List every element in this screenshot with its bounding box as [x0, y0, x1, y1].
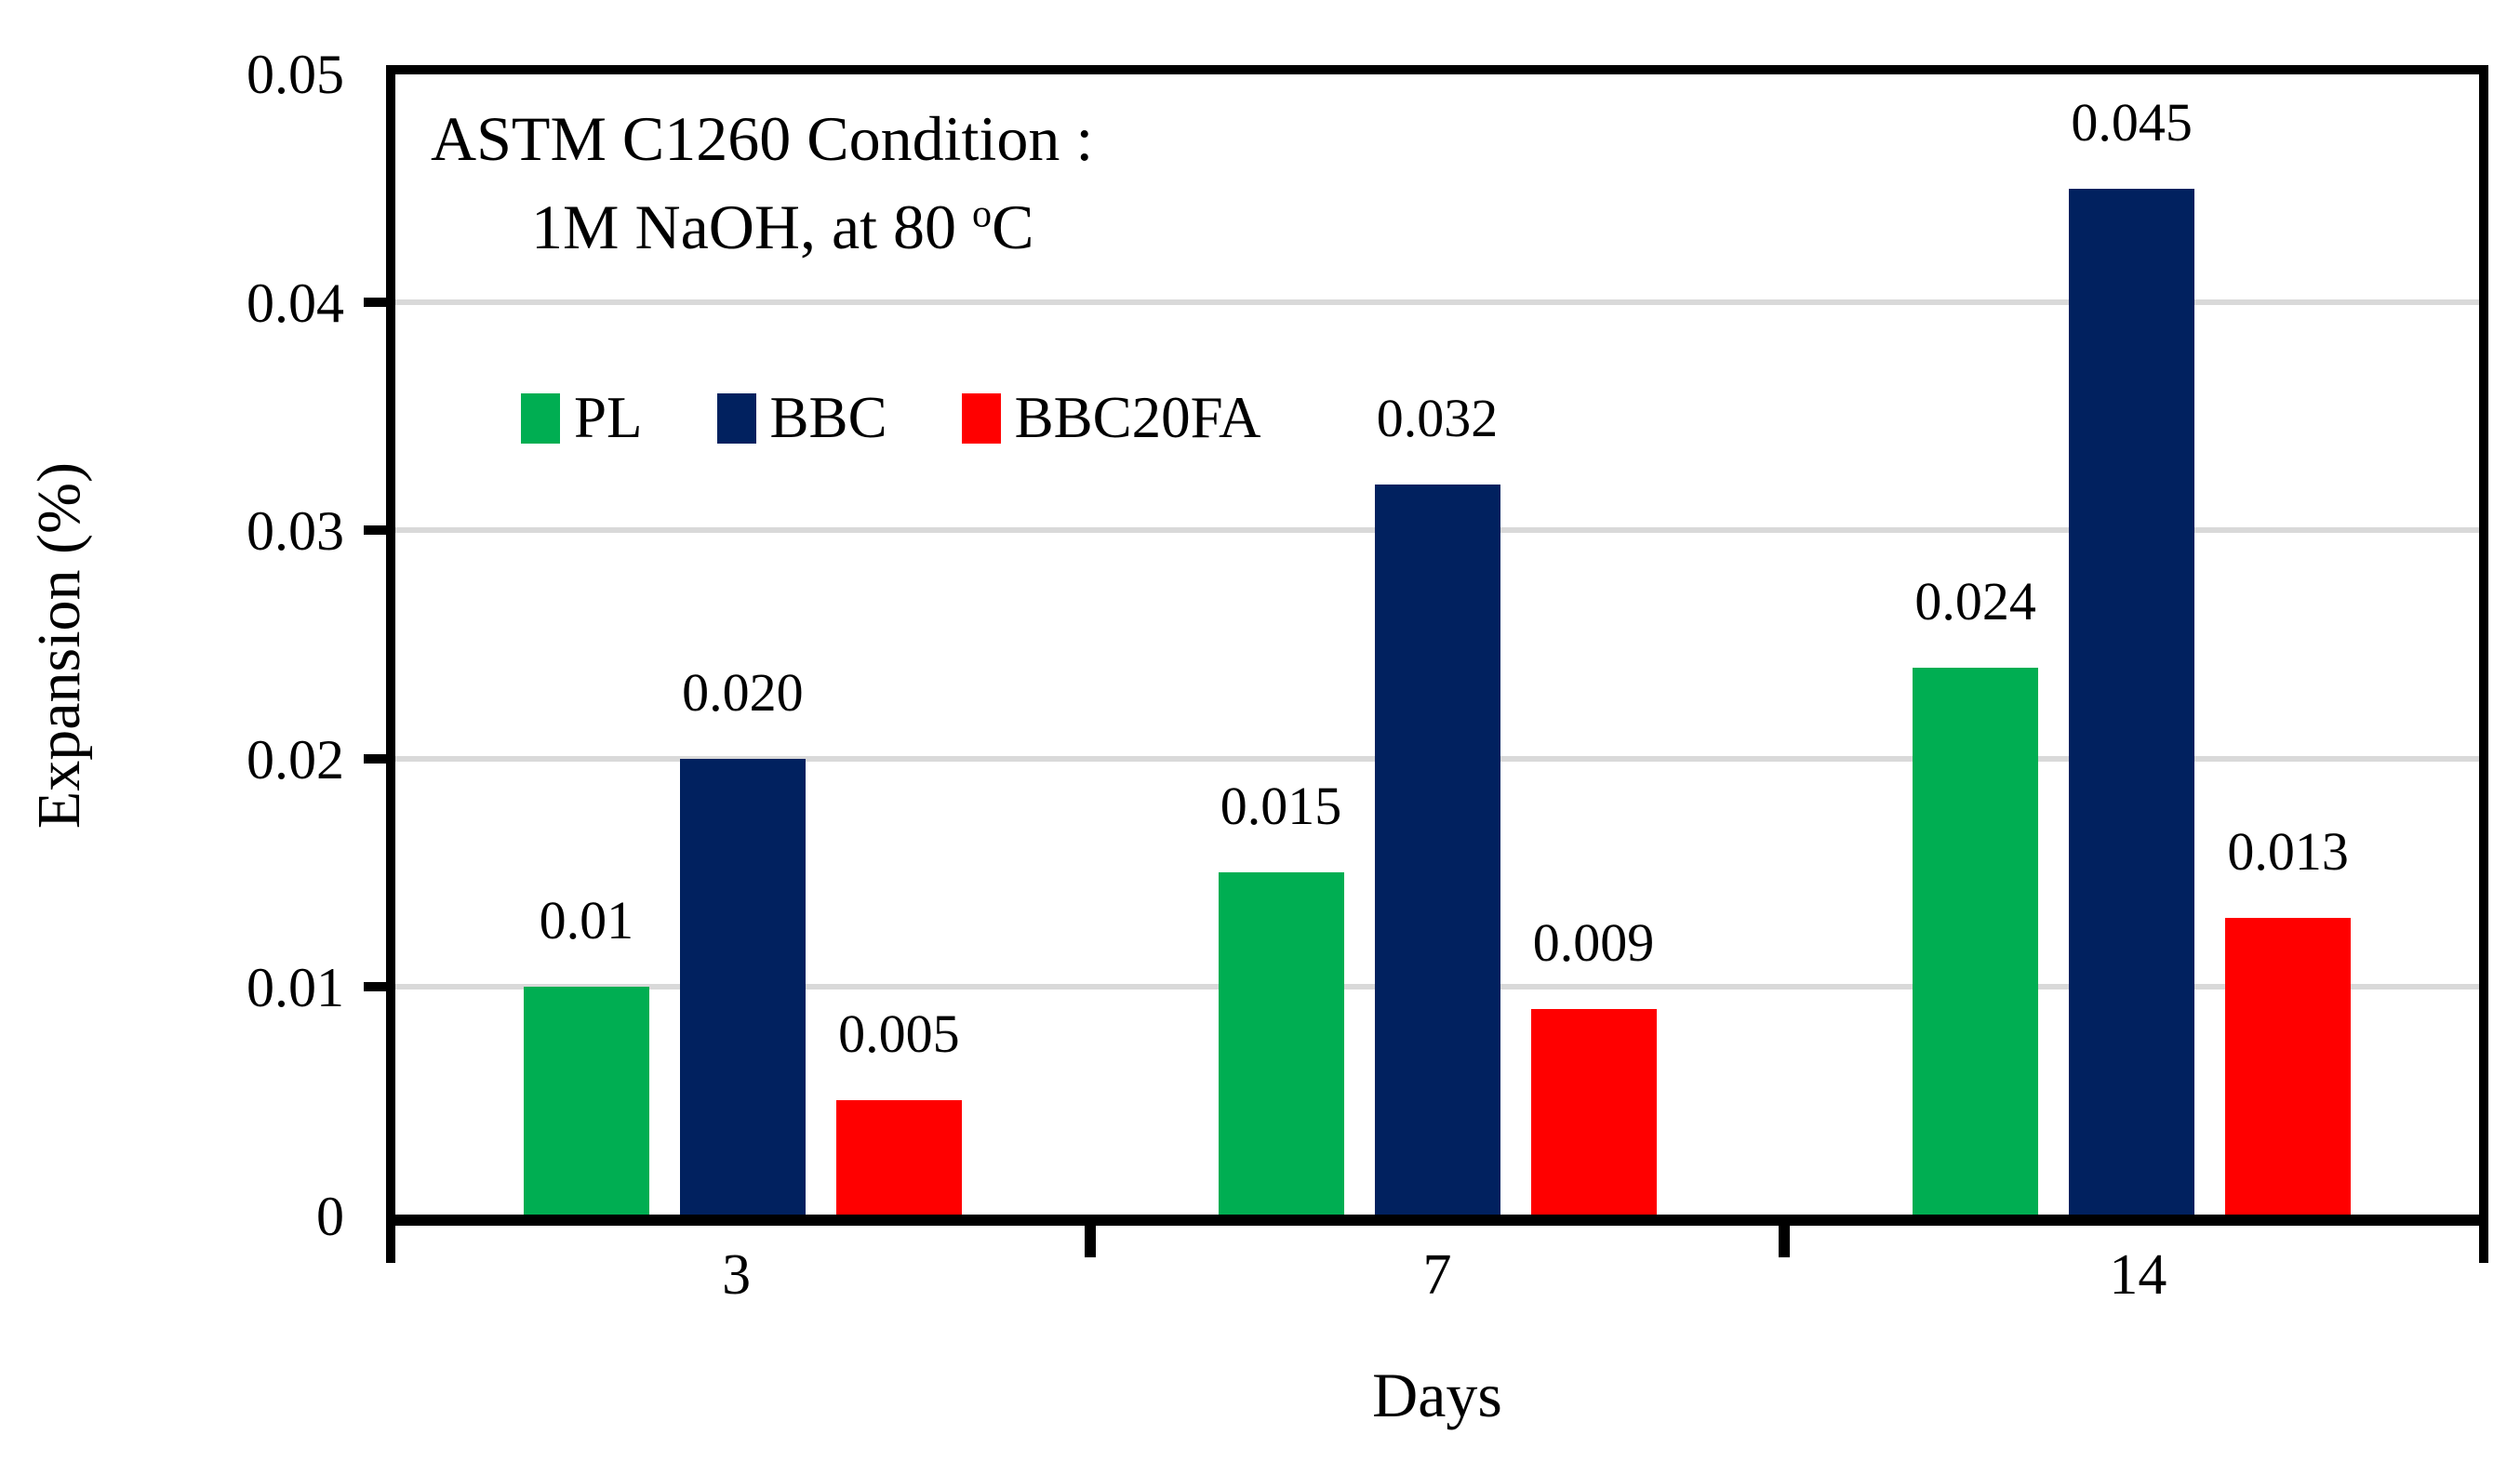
data-label-bbc20fa-day-14: 0.013: [2227, 821, 2349, 883]
data-label-bbc-day-7: 0.032: [1376, 388, 1499, 449]
condition-annotation: ASTM C1260 Condition : 1M NaOH, at 80 oC: [431, 95, 1093, 272]
bar-bbc20fa-day-7: 0.009: [1530, 916, 1657, 1215]
gridline-0.04: [395, 299, 2479, 306]
x-tick-label-14: 14: [2109, 1243, 2167, 1307]
legend-swatch-bbc: [716, 392, 756, 444]
y-tick-label-0.03: 0.03: [247, 500, 344, 563]
x-tick-label-7: 7: [1422, 1243, 1452, 1307]
x-tickmark-right-end: [2479, 1215, 2488, 1263]
legend-swatch-pl: [521, 392, 560, 444]
legend-swatch-bbc20fa: [961, 392, 1001, 444]
bar-pl-day-14: 0.024: [1913, 574, 2039, 1215]
bar-bbc-day-14: 0.045: [2069, 95, 2195, 1215]
y-tickmark-0.01: [364, 981, 386, 991]
legend-label-bbc20fa: BBC20FA: [1014, 385, 1261, 450]
y-axis-title-text: Expansion (%): [25, 461, 93, 830]
bar-pl-day-3: 0.01: [523, 893, 649, 1215]
data-label-pl-day-14: 0.024: [1914, 570, 2036, 631]
y-axis-title: Expansion (%): [13, 74, 106, 1216]
bar-bbc-day-3: 0.020: [679, 665, 806, 1215]
x-axis-title: Days: [1372, 1360, 1502, 1430]
legend-label-bbc: BBC: [769, 385, 887, 450]
data-label-pl-day-7: 0.015: [1220, 776, 1342, 837]
y-tickmark-0.02: [364, 753, 386, 764]
x-tickmark-left-end: [386, 1215, 395, 1263]
x-tick-label-3: 3: [722, 1243, 752, 1307]
data-label-bbc20fa-day-7: 0.009: [1532, 912, 1655, 974]
y-tick-label-0.05: 0.05: [247, 44, 344, 105]
category-group-day-7: 0.015 0.032 0.009: [1090, 74, 1785, 1215]
bar-bbc20fa-day-3: 0.005: [835, 1007, 962, 1215]
y-tick-label-0.01: 0.01: [247, 957, 344, 1019]
bars-container: 0.01 0.020 0.005 0.015 0.032 0.009 0.024 0.045 0…: [395, 74, 2479, 1215]
legend-item-bbc20fa: BBC20FA: [961, 385, 1261, 450]
y-tick-label-0.02: 0.02: [247, 728, 344, 790]
bar-pl-day-7: 0.015: [1218, 779, 1344, 1215]
category-group-day-3: 0.01 0.020 0.005: [395, 74, 1090, 1215]
condition-line-1: ASTM C1260 Condition :: [431, 103, 1094, 174]
x-axis-tick-labels: 3 7 14: [386, 1246, 2488, 1304]
degree-superscript: o: [972, 192, 993, 236]
y-tickmark-0.04: [364, 298, 386, 308]
x-tickmark-2: [1779, 1215, 1791, 1257]
plot-area: 0.01 0.020 0.005 0.015 0.032 0.009 0.024 0.045 0…: [364, 65, 2488, 1263]
data-label-bbc-day-3: 0.020: [682, 661, 804, 723]
legend: PL BBC BBC20FA: [521, 389, 1261, 447]
y-axis-tick-labels: 0 0.01 0.02 0.03 0.04 0.05: [102, 46, 344, 1244]
data-label-bbc-day-14: 0.045: [2071, 91, 2193, 153]
x-tickmark-1: [1084, 1215, 1096, 1257]
legend-label-pl: PL: [574, 385, 643, 450]
data-label-pl-day-3: 0.01: [539, 889, 634, 950]
bar-bbc20fa-day-14: 0.013: [2225, 825, 2352, 1215]
legend-item-bbc: BBC: [716, 385, 887, 450]
y-tickmark-0.03: [364, 525, 386, 536]
category-group-day-14: 0.024 0.045 0.013: [1784, 74, 2479, 1215]
condition-line-2: 1M NaOH, at 80 oC: [531, 192, 1034, 263]
y-tick-label-0.04: 0.04: [247, 272, 344, 334]
data-label-bbc20fa-day-3: 0.005: [838, 1003, 960, 1065]
y-tick-label-0: 0: [316, 1186, 344, 1247]
legend-item-pl: PL: [521, 389, 643, 447]
bar-bbc-day-7: 0.032: [1374, 392, 1500, 1215]
